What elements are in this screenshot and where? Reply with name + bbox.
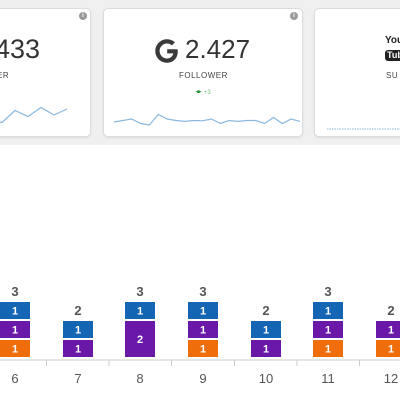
bar-segment-orange [313,340,343,357]
segment-label: 2 [137,334,143,346]
follower-count: 2.427 [185,34,251,64]
arrow-up-icon: 🡁 [195,89,203,96]
x-tick-label: 7 [74,371,81,386]
info-icon[interactable]: i [290,12,298,20]
segment-label: 1 [263,325,269,337]
sparkline [113,113,301,126]
bar-segment-blue [63,321,93,338]
x-tick-label: 6 [11,371,18,386]
google-icon [155,39,178,63]
x-tick-label: 12 [384,371,398,386]
segment-label: 1 [263,344,269,356]
segment-label: 1 [12,306,18,318]
x-tick-label: 8 [136,371,143,386]
bar-segment-blue [251,321,281,338]
segment-label: 1 [388,325,394,337]
segment-label: 1 [137,306,143,318]
segment-label: 1 [325,306,331,318]
sparkline [327,128,400,130]
info-icon[interactable]: i [79,12,87,20]
trend-indicator: 🡁 +3 [195,88,211,99]
stat-card-left[interactable]: i 433 WER [0,8,91,137]
stat-card-youtube[interactable]: You Tube SU [314,8,400,137]
segment-label: 1 [325,344,331,356]
bar-segment-orange [188,340,218,357]
bar-segment-purple [63,340,93,357]
x-tick-label: 11 [321,371,335,386]
bar-segment-purple [251,340,281,357]
bar-segment-blue [125,302,155,319]
bar-total-label: 3 [11,284,18,299]
stat-label: WER [0,71,10,80]
segment-label: 1 [388,344,394,356]
stat-number: 433 [0,34,41,64]
segment-label: 1 [200,325,206,337]
bar-segment-purple [125,321,155,357]
bar-segment-blue [313,302,343,319]
bar-total-label: 2 [74,303,81,318]
stat-card-google[interactable]: i 2.427 FOLLOWER 🡁 +3 [103,8,303,137]
segment-label: 1 [200,306,206,318]
bar-segment-orange [0,340,30,357]
bar-total-label: 3 [136,284,143,299]
bar-segment-purple [188,321,218,338]
bar-segment-purple [376,321,400,338]
segment-label: 1 [325,325,331,337]
x-tick-label: 9 [199,371,206,386]
x-tick-label: 10 [259,371,273,386]
youtube-icon: You Tube [385,36,400,62]
bar-total-label: 2 [262,303,269,318]
segment-label: 1 [200,344,206,356]
segment-label: 1 [75,344,81,356]
bar-segment-blue [188,302,218,319]
bar-total-label: 3 [199,284,206,299]
bar-segment-purple [313,321,343,338]
segment-label: 1 [12,325,18,337]
bar-total-label: 3 [324,284,331,299]
bar-total-label: 2 [387,303,394,318]
trend-value: +3 [203,90,211,96]
bar-segment-orange [376,340,400,357]
bar-segment-purple [0,321,30,338]
segment-label: 1 [12,344,18,356]
subscriber-label: SU [386,71,399,80]
bar-segment-blue [0,302,30,319]
sparkline [0,106,68,124]
follower-label: FOLLOWER [179,71,228,80]
segment-label: 1 [75,325,81,337]
